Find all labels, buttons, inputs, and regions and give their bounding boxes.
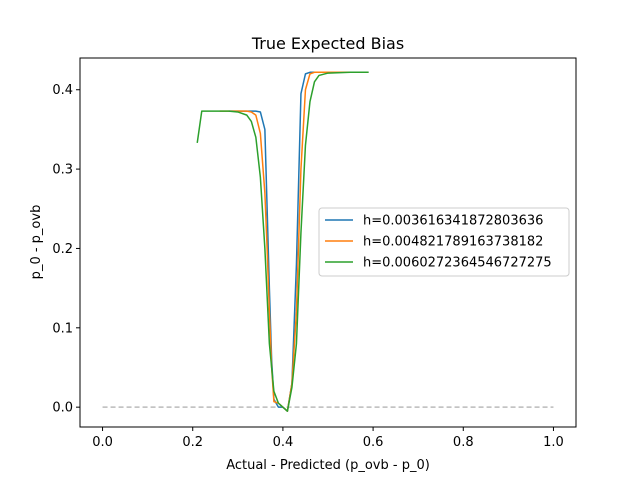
x-tick-label: 0.8 xyxy=(453,435,474,450)
y-tick-label: 0.0 xyxy=(52,401,73,416)
chart-title: True Expected Bias xyxy=(251,34,404,53)
y-axis: 0.0 0.1 0.2 0.3 0.4 xyxy=(52,83,80,416)
legend-label-3: h=0.0060272364546727275 xyxy=(363,256,552,271)
x-tick-label: 1.0 xyxy=(543,435,564,450)
y-axis-label: p_0 - p_ovb xyxy=(29,205,44,280)
y-tick-label: 0.1 xyxy=(52,321,73,336)
y-tick-label: 0.2 xyxy=(52,242,73,257)
y-tick-label: 0.4 xyxy=(52,83,73,98)
x-tick-label: 0.6 xyxy=(363,435,384,450)
x-tick-label: 0.2 xyxy=(182,435,203,450)
y-tick-label: 0.3 xyxy=(52,163,73,178)
x-tick-label: 0.4 xyxy=(273,435,294,450)
legend-label-1: h=0.003616341872803636 xyxy=(363,214,543,229)
x-tick-label: 0.0 xyxy=(92,435,113,450)
legend: h=0.003616341872803636 h=0.00482178916373… xyxy=(318,207,570,277)
legend-box xyxy=(318,207,570,277)
series-line-3 xyxy=(196,71,369,412)
legend-label-2: h=0.004821789163738182 xyxy=(363,235,543,250)
x-axis-label: Actual - Predicted (p_ovb - p_0) xyxy=(226,458,430,473)
series-layer xyxy=(102,71,554,412)
x-axis: 0.0 0.2 0.4 0.6 0.8 1.0 xyxy=(92,427,564,450)
plot-frame xyxy=(79,57,577,428)
